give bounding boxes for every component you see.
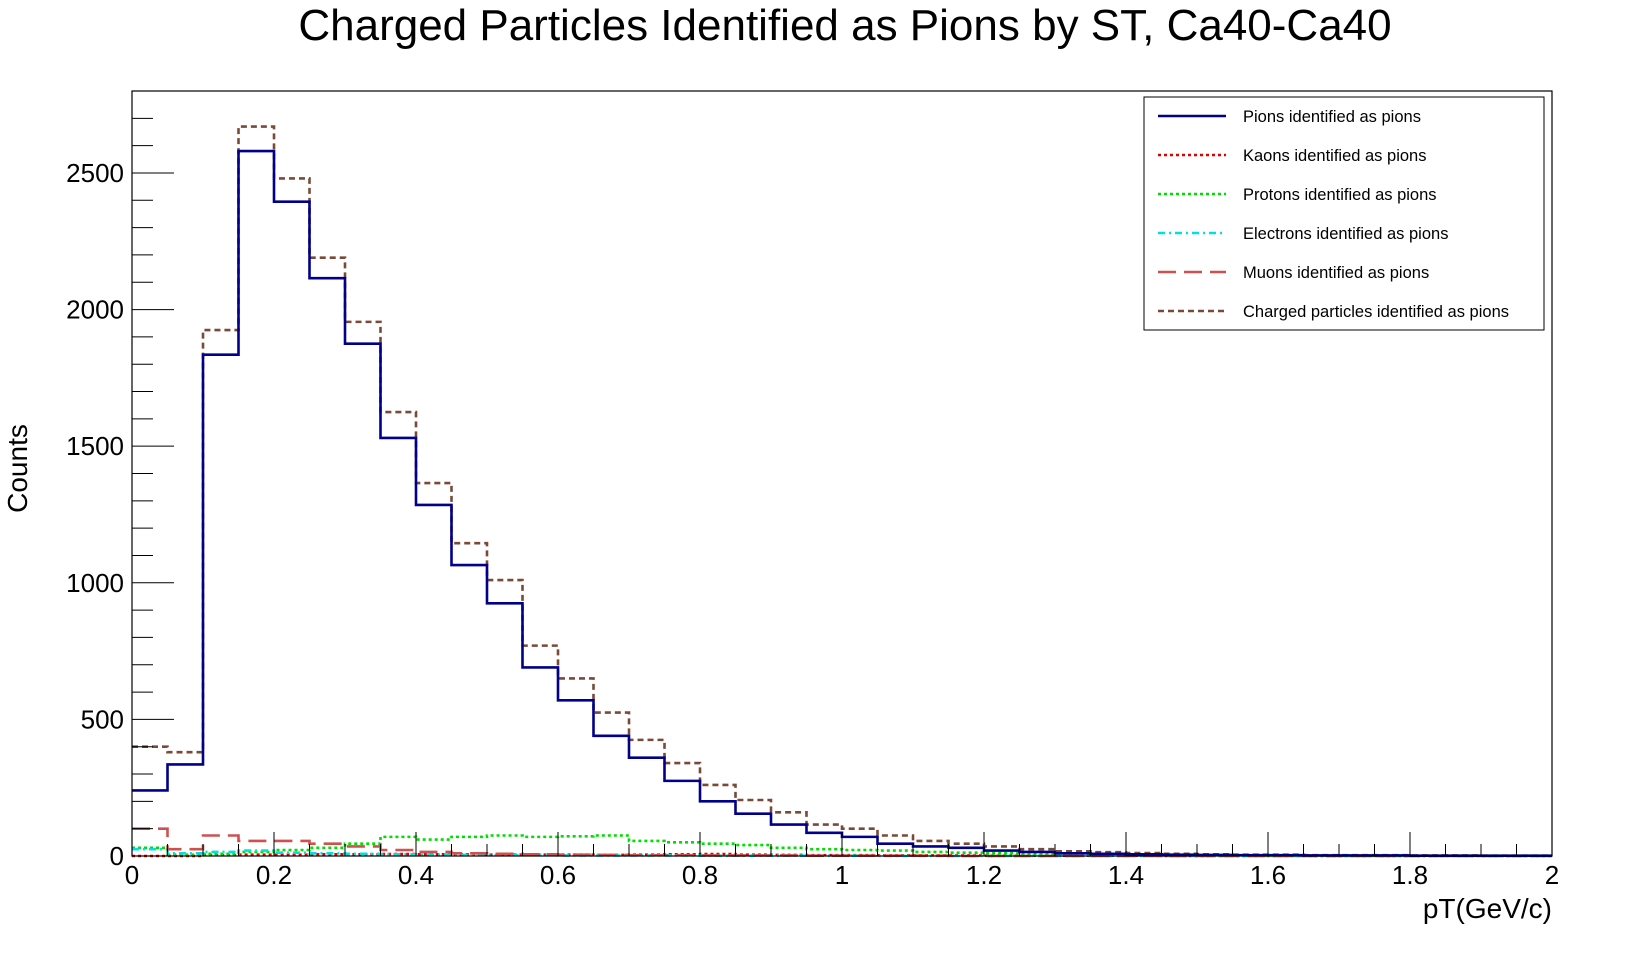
y-tick-label: 1000 [66,568,124,598]
y-tick-label: 500 [81,704,124,734]
chart-title: Charged Particles Identified as Pions by… [298,1,1391,50]
legend-label: Protons identified as pions [1243,186,1437,204]
legend-label: Kaons identified as pions [1243,147,1426,165]
legend-label: Charged particles identified as pions [1243,303,1509,321]
legend-label: Muons identified as pions [1243,264,1429,282]
x-tick-label: 0.6 [540,860,576,890]
axes: 0 0.2 0.4 0.6 0.8 1 1.2 1.4 1.6 1.8 2 0 500 1000 1500 2… [66,90,1559,890]
x-tick-label: 0.2 [256,860,292,890]
series-line-0 [132,149,1552,858]
legend-label: Electrons identified as pions [1243,225,1448,243]
y-tick-label: 2000 [66,295,124,325]
x-tick-label: 0.4 [398,860,434,890]
legend: Pions identified as pions Kaons identifie… [1143,96,1545,331]
y-axis-title: Counts [2,424,33,513]
series-line-5 [132,125,1552,858]
x-tick-label: 0.8 [682,860,718,890]
x-tick-label: 1 [835,860,849,890]
x-tick-label: 2 [1545,860,1559,890]
y-tick-label: 0 [110,841,124,871]
y-tick-label: 2500 [66,158,124,188]
x-tick-label: 1.6 [1250,860,1286,890]
x-tick-label: 0 [125,860,139,890]
x-tick-label: 1.8 [1392,860,1428,890]
x-tick-label: 1.2 [966,860,1002,890]
legend-label: Pions identified as pions [1243,108,1421,126]
x-axis-title: pT(GeV/c) [1423,893,1552,924]
legend-box [1143,96,1545,331]
x-tick-label: 1.4 [1108,860,1144,890]
y-tick-label: 1500 [66,431,124,461]
